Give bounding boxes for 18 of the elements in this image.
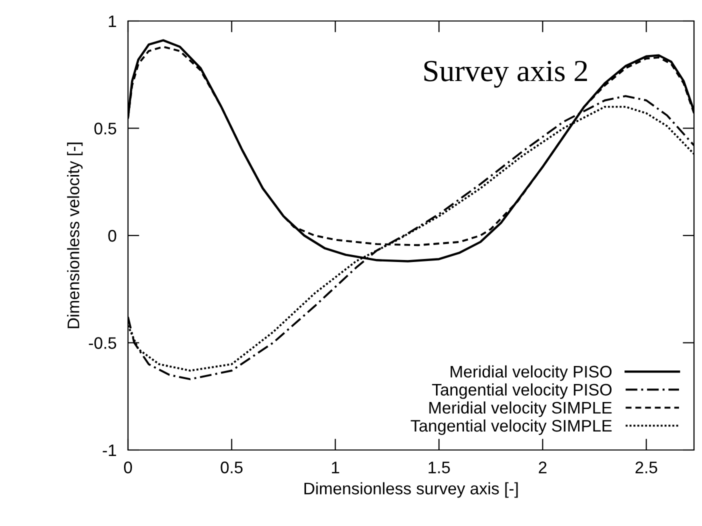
legend-label: Meridial velocity SIMPLE — [429, 401, 612, 417]
legend-label: Meridial velocity PISO — [450, 365, 612, 381]
x-tick-label: 1.5 — [428, 462, 450, 474]
y-tick-label: 1 — [108, 16, 116, 28]
y-tick-label: -0.5 — [88, 337, 116, 349]
x-tick-label: 1 — [332, 462, 340, 474]
x-tick-label: 2.5 — [636, 462, 658, 474]
legend-label: Tangential velocity PISO — [432, 383, 612, 399]
y-tick-label: 0 — [108, 230, 116, 242]
x-tick-label: 2 — [538, 462, 546, 474]
x-tick-label: 0 — [124, 462, 132, 474]
x-axis-title: Dimensionless survey axis [-] — [304, 482, 518, 498]
x-tick-label: 0.5 — [220, 462, 243, 474]
y-axis-title: Dimensionless velocity [-] — [67, 142, 83, 328]
y-tick-label: 0.5 — [94, 122, 116, 134]
y-tick-label: -1 — [102, 444, 116, 456]
legend-label: Tangential velocity SIMPLE — [410, 419, 612, 435]
annotation: Survey axis 2 — [424, 60, 587, 88]
